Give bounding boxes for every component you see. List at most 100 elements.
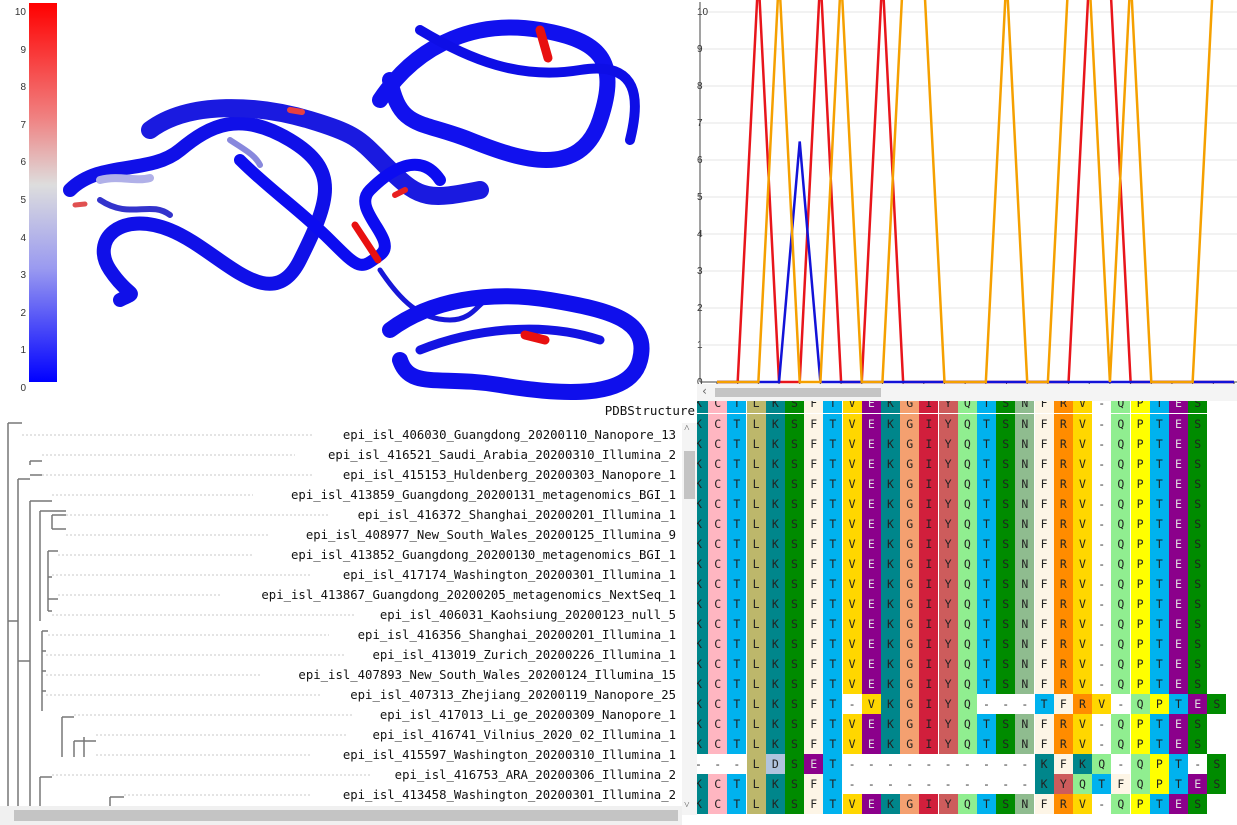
- alignment-cell[interactable]: K: [765, 474, 785, 494]
- alignment-cell[interactable]: P: [1130, 414, 1150, 434]
- alignment-cell[interactable]: -: [1111, 694, 1131, 714]
- alignment-cell[interactable]: N: [1015, 714, 1035, 734]
- alignment-cell[interactable]: K: [765, 734, 785, 754]
- alignment-cell[interactable]: L: [746, 401, 766, 413]
- alignment-cell[interactable]: T: [977, 414, 996, 434]
- alignment-cell[interactable]: N: [1015, 614, 1035, 634]
- alignment-cell[interactable]: G: [900, 694, 920, 714]
- alignment-cell[interactable]: C: [708, 574, 728, 594]
- alignment-cell[interactable]: S: [996, 554, 1016, 574]
- alignment-cell[interactable]: P: [1130, 474, 1150, 494]
- alignment-cell[interactable]: S: [1207, 754, 1227, 774]
- alignment-cell[interactable]: T: [977, 714, 996, 734]
- tree-leaf-label[interactable]: epi_isl_413852_Guangdong_20200130_metage…: [291, 548, 676, 562]
- alignment-cell[interactable]: Q: [1130, 774, 1150, 794]
- alignment-cell[interactable]: G: [900, 414, 920, 434]
- alignment-cell[interactable]: E: [861, 454, 881, 474]
- alignment-cell[interactable]: E: [861, 514, 881, 534]
- alignment-cell[interactable]: T: [727, 614, 747, 634]
- alignment-cell[interactable]: N: [1015, 514, 1035, 534]
- alignment-cell[interactable]: Q: [1111, 401, 1131, 413]
- alignment-cell[interactable]: F: [1034, 674, 1054, 694]
- alignment-cell[interactable]: I: [919, 694, 939, 714]
- alignment-cell[interactable]: S: [1188, 514, 1208, 534]
- alignment-cell[interactable]: V: [1073, 734, 1092, 754]
- alignment-cell[interactable]: N: [1015, 634, 1035, 654]
- alignment-cell[interactable]: E: [861, 554, 881, 574]
- alignment-cell[interactable]: R: [1053, 794, 1073, 814]
- alignment-cell[interactable]: S: [1188, 494, 1208, 514]
- tree-leaf-label[interactable]: epi_isl_408977_New_South_Wales_20200125_…: [305, 528, 676, 542]
- alignment-cell[interactable]: G: [900, 401, 920, 413]
- alignment-cell[interactable]: -: [708, 754, 728, 774]
- alignment-cell[interactable]: -: [1092, 734, 1112, 754]
- alignment-cell[interactable]: Y: [938, 494, 958, 514]
- alignment-cell[interactable]: F: [1111, 774, 1131, 794]
- alignment-cell[interactable]: V: [842, 514, 862, 534]
- alignment-cell[interactable]: Q: [1130, 694, 1150, 714]
- alignment-cell[interactable]: L: [746, 654, 766, 674]
- alignment-cell[interactable]: E: [1169, 534, 1188, 554]
- alignment-cell[interactable]: F: [804, 654, 824, 674]
- tree-leaf-label[interactable]: epi_isl_416753_ARA_20200306_Illumina_2: [394, 768, 676, 782]
- alignment-cell[interactable]: K: [697, 694, 708, 714]
- alignment-cell[interactable]: Y: [938, 734, 958, 754]
- alignment-cell[interactable]: K: [765, 454, 785, 474]
- alignment-cell[interactable]: -: [1092, 794, 1112, 814]
- alignment-cell[interactable]: T: [823, 654, 843, 674]
- alignment-cell[interactable]: E: [1169, 594, 1188, 614]
- alignment-cell[interactable]: T: [823, 714, 843, 734]
- alignment-cell[interactable]: F: [804, 401, 824, 413]
- tree-leaf-label[interactable]: epi_isl_407313_Zhejiang_20200119_Nanopor…: [350, 688, 676, 702]
- alignment-cell[interactable]: K: [881, 694, 900, 714]
- alignment-cell[interactable]: I: [919, 594, 939, 614]
- alignment-cell[interactable]: L: [746, 794, 766, 814]
- alignment-cell[interactable]: K: [765, 401, 785, 413]
- tree-leaf-label[interactable]: epi_isl_413458_Washington_20200301_Illum…: [342, 788, 676, 802]
- alignment-cell[interactable]: S: [785, 614, 804, 634]
- alignment-cell[interactable]: S: [1188, 614, 1208, 634]
- alignment-cell[interactable]: G: [900, 674, 920, 694]
- tree-leaf-label[interactable]: epi_isl_415153_Huldenberg_20200303_Nanop…: [342, 468, 676, 482]
- alignment-cell[interactable]: K: [881, 534, 900, 554]
- alignment-cell[interactable]: I: [919, 414, 939, 434]
- alignment-cell[interactable]: S: [1188, 714, 1208, 734]
- scroll-up-arrow-icon[interactable]: ˄: [684, 423, 690, 434]
- alignment-cell[interactable]: E: [1169, 654, 1188, 674]
- alignment-cell[interactable]: T: [1149, 514, 1169, 534]
- alignment-cell[interactable]: Q: [1111, 654, 1131, 674]
- alignment-cell[interactable]: G: [900, 614, 920, 634]
- alignment-cell[interactable]: Q: [1111, 434, 1131, 454]
- alignment-cell[interactable]: P: [1130, 494, 1150, 514]
- alignment-cell[interactable]: E: [1169, 734, 1188, 754]
- alignment-cell[interactable]: V: [842, 614, 862, 634]
- alignment-cell[interactable]: S: [1188, 534, 1208, 554]
- alignment-cell[interactable]: F: [1034, 714, 1054, 734]
- alignment-cell[interactable]: Q: [1111, 454, 1131, 474]
- alignment-cell[interactable]: E: [1169, 674, 1188, 694]
- alignment-cell[interactable]: K: [765, 554, 785, 574]
- alignment-cell[interactable]: S: [785, 654, 804, 674]
- alignment-cell[interactable]: -: [1092, 454, 1112, 474]
- alignment-cell[interactable]: I: [919, 534, 939, 554]
- alignment-cell[interactable]: K: [765, 674, 785, 694]
- alignment-cell[interactable]: K: [881, 734, 900, 754]
- alignment-cell[interactable]: L: [746, 474, 766, 494]
- alignment-cell[interactable]: L: [746, 734, 766, 754]
- alignment-cell[interactable]: F: [804, 614, 824, 634]
- alignment-cell[interactable]: Q: [957, 574, 977, 594]
- alignment-cell[interactable]: P: [1130, 674, 1150, 694]
- alignment-cell[interactable]: K: [1073, 754, 1092, 774]
- alignment-cell[interactable]: R: [1053, 734, 1073, 754]
- alignment-cell[interactable]: L: [746, 414, 766, 434]
- alignment-cell[interactable]: E: [1169, 554, 1188, 574]
- alignment-cell[interactable]: T: [727, 594, 747, 614]
- alignment-cell[interactable]: E: [1169, 794, 1188, 814]
- alignment-cell[interactable]: S: [996, 714, 1016, 734]
- alignment-cell[interactable]: T: [1034, 694, 1054, 714]
- alignment-cell[interactable]: L: [746, 574, 766, 594]
- alignment-cell[interactable]: T: [823, 694, 843, 714]
- alignment-cell[interactable]: S: [785, 594, 804, 614]
- alignment-cell[interactable]: Q: [1111, 474, 1131, 494]
- alignment-cell[interactable]: K: [697, 454, 708, 474]
